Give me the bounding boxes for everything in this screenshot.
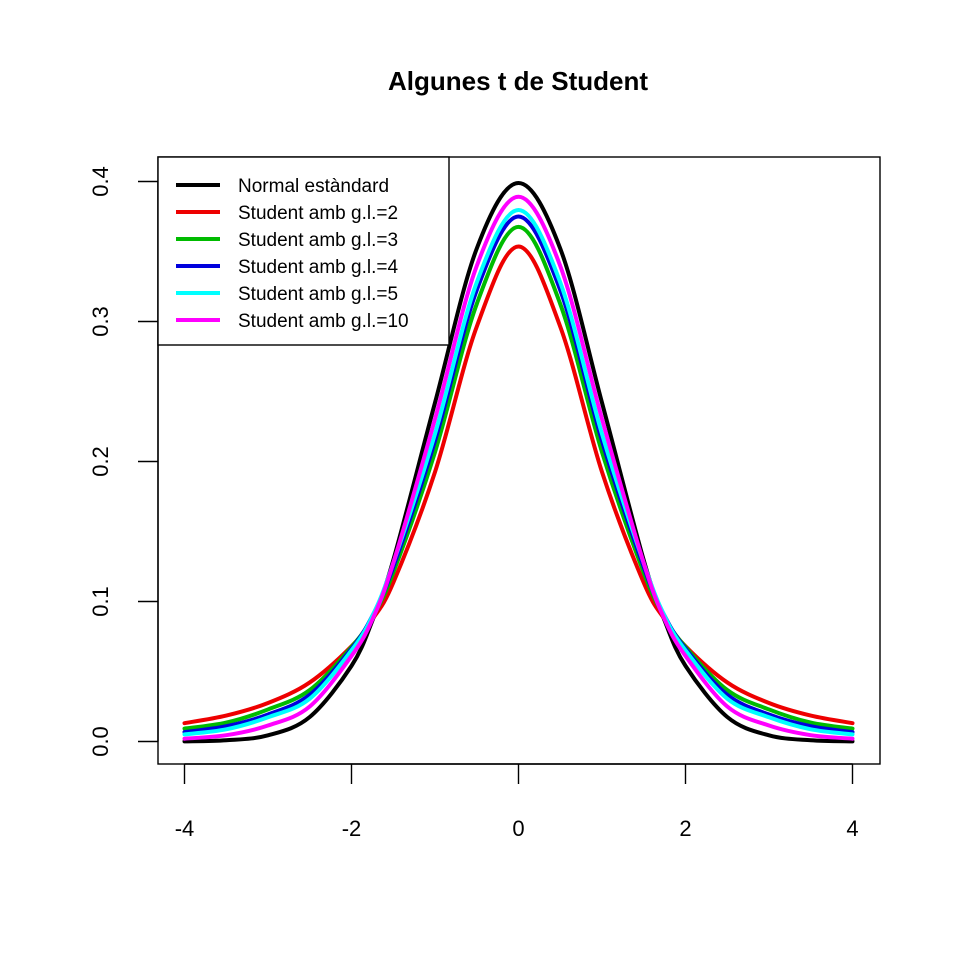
y-tick-label: 0.1 — [88, 586, 113, 617]
series-line-2 — [182, 224, 855, 731]
x-tick-label: -4 — [175, 816, 195, 841]
series-line-5 — [182, 194, 855, 741]
legend: Normal estàndard Student amb g.l.=2 Studen… — [157, 156, 450, 346]
series-line-4 — [182, 208, 855, 737]
x-tick-label: -2 — [342, 816, 362, 841]
legend-label: Student amb g.l.=5 — [238, 284, 398, 305]
series-line-0 — [182, 181, 855, 744]
legend-label: Student amb g.l.=3 — [238, 230, 398, 251]
x-tick-label: 0 — [512, 816, 524, 841]
legend-label: Student amb g.l.=10 — [238, 311, 409, 332]
legend-label: Student amb g.l.=4 — [238, 257, 398, 278]
y-tick-label: 0.4 — [88, 166, 113, 197]
y-axis: 0.0 0.1 0.2 0.3 0.4 — [88, 166, 159, 757]
y-tick-label: 0.3 — [88, 306, 113, 337]
legend-label: Normal estàndard — [238, 176, 389, 197]
legend-box — [157, 156, 450, 346]
x-axis: -4 -2 0 2 4 — [175, 763, 859, 841]
legend-label: Student amb g.l.=2 — [238, 203, 398, 224]
chart-title: Algunes t de Student — [388, 66, 648, 96]
series-line-1 — [182, 244, 855, 726]
x-tick-label: 2 — [679, 816, 691, 841]
series-lines — [182, 181, 855, 744]
series-line-3 — [182, 214, 855, 735]
y-tick-label: 0.0 — [88, 726, 113, 757]
y-tick-label: 0.2 — [88, 446, 113, 477]
x-tick-label: 4 — [846, 816, 858, 841]
